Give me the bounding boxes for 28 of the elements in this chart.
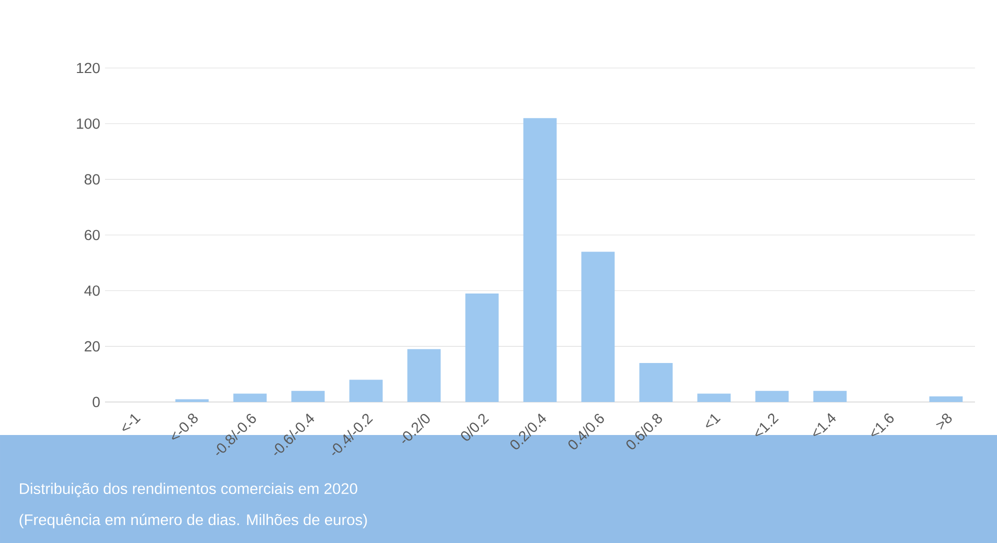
x-tick-label: >8: [936, 414, 952, 430]
y-tick-label: 40: [84, 285, 100, 296]
y-tick-label: 0: [92, 396, 100, 408]
y-tick-label: 60: [84, 230, 100, 240]
x-tick-label: <-1: [122, 414, 141, 431]
bar: [813, 390, 847, 402]
bar: [233, 394, 267, 402]
y-tick-label: 100: [76, 118, 100, 129]
bar: [929, 396, 963, 402]
x-tick-label: <1.2: [755, 414, 779, 436]
y-tick-label: 20: [84, 341, 100, 352]
x-tick-label: <1: [706, 414, 721, 428]
bar: [407, 349, 441, 402]
bar: [349, 380, 383, 402]
x-tick-label: <1.6: [871, 414, 894, 436]
y-tick-label: 120: [76, 62, 100, 74]
bar: [581, 252, 615, 402]
x-tick-label: <1.4: [813, 413, 836, 436]
bar: [639, 363, 673, 402]
bar: [755, 390, 789, 402]
bar: [465, 293, 499, 402]
text: (Frequência em número de dias. Milhões de euros): [20, 514, 367, 528]
text: Distribuição dos rendimentos comerciais em 2020: [20, 482, 358, 498]
y-tick-label: 80: [84, 174, 100, 185]
bar: [697, 394, 731, 402]
bar: [291, 390, 325, 402]
bar: [523, 118, 557, 402]
bar: [175, 399, 209, 402]
